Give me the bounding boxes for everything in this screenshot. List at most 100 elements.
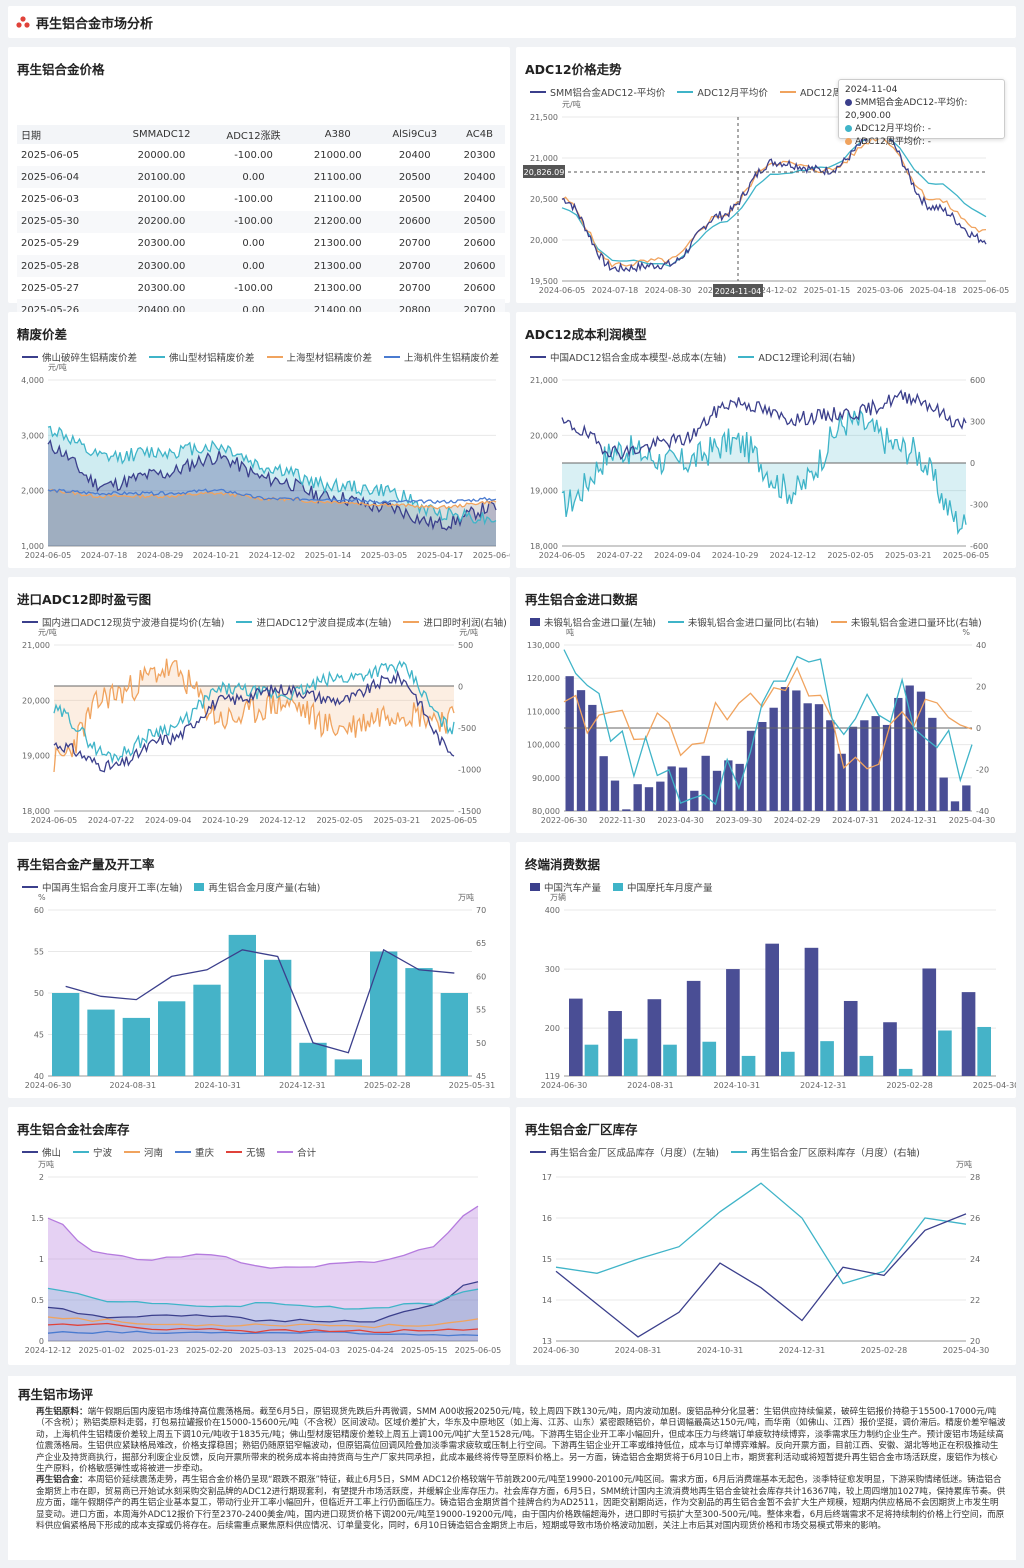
legend-item[interactable]: 再生铝合金月度产量(右轴) <box>194 880 320 894</box>
legend-item[interactable]: 国内进口ADC12现货宁波港自提均价(左轴) <box>22 615 224 629</box>
y-tick-label: 119 <box>545 1072 560 1081</box>
y-tick-label: 21,000 <box>530 376 558 385</box>
y-tick-label: 18,000 <box>530 542 558 551</box>
y-tick-label: 55 <box>34 948 44 957</box>
column-header[interactable]: ADC12涨跌 <box>206 125 297 144</box>
column-header[interactable]: A380 <box>296 125 376 144</box>
y2-tick-label: 45 <box>476 1072 486 1081</box>
import-profit-chart[interactable]: 元/吨 元/吨 18,000 19,000 20,000 21,000 2024-06-05… <box>8 577 510 833</box>
legend-item[interactable]: 河南 <box>124 1145 163 1159</box>
x-tick-label: 2024-07-18 <box>81 551 128 560</box>
legend-item[interactable]: 中国ADC12铝合金成本模型-总成本(左轴) <box>530 350 726 364</box>
legend-label: ADC12月平均价 <box>697 88 768 99</box>
x-tick-label: 2024-07-18 <box>592 286 639 295</box>
legend: 佛山 宁波 河南 重庆 无锡 合计 <box>22 1145 316 1159</box>
axis-unit: 元/吨 <box>38 627 57 637</box>
crosshair-date: 2024-11-04 <box>715 287 762 296</box>
legend-item[interactable]: ADC12理论利润(右轴) <box>738 350 855 364</box>
series-line <box>47 1330 479 1337</box>
series-area <box>48 426 496 546</box>
legend-item[interactable]: 上海机件生铝精废价差 <box>384 350 499 364</box>
table-cell: 20500 <box>450 210 505 233</box>
legend-item[interactable]: 未锻轧铝合金进口量同比(右轴) <box>667 615 819 629</box>
legend-item[interactable]: 中国汽车产量 <box>530 880 601 894</box>
column-header[interactable]: SMMADC12 <box>112 125 207 144</box>
import-data-chart[interactable]: 吨 % 80,000 90,000 100,000 110,000 120,000 130,0… <box>516 577 1016 833</box>
price-table-panel: 再生铝合金价格 日期 SMMADC12 ADC12涨跌 A380 AlSi9Cu3 AC4… <box>8 47 510 338</box>
x-tick-label: 2024-06-05 <box>539 286 586 295</box>
y-tick-label: 100,000 <box>527 741 560 750</box>
x-tick-label: 2024-08-31 <box>615 1346 662 1355</box>
x-tick-label: 2025-02-05 <box>316 816 363 825</box>
tooltip-line-1: SMM铝合金ADC12-平均价: 20,900.00 <box>845 98 968 121</box>
bar <box>565 676 574 811</box>
column-header[interactable]: 日期 <box>17 125 113 144</box>
table-cell: 20100.00 <box>112 166 207 189</box>
table-cell: 20600 <box>450 254 505 278</box>
legend-item[interactable]: 再生铝合金厂区原料库存（月度）(右轴) <box>730 1145 920 1159</box>
bar <box>939 777 948 811</box>
price-table: 日期 SMMADC12 ADC12涨跌 A380 AlSi9Cu3 AC4B 2025-0… <box>17 125 505 344</box>
legend-label: 中国摩托车月度产量 <box>627 883 713 894</box>
scrap-spread-chart[interactable]: 元/吨 1,000 2,000 3,000 4,000 2024-06-05 2024-07… <box>8 312 510 568</box>
production-chart[interactable]: % 万吨 40 45 50 55 60 2024-06-30 2024-08-31 2024-10… <box>8 842 510 1098</box>
legend-item[interactable]: 进口ADC12宁波自提成本(左轴) <box>236 615 391 629</box>
plant-inventory-chart[interactable]: 万吨 13 14 15 16 17 2024-06-30 2024-08-31 2024-10-… <box>516 1107 1016 1365</box>
table-row: 2025-05-30 20200.00 -100.00 21200.00 20600 20… <box>17 210 505 233</box>
legend-item[interactable]: SMM铝合金ADC12-平均价 <box>530 85 665 99</box>
legend-item[interactable]: 重庆 <box>175 1145 214 1159</box>
legend-item[interactable]: 宁波 <box>73 1145 112 1159</box>
column-header[interactable]: AC4B <box>450 125 505 144</box>
legend-item[interactable]: 佛山 <box>22 1145 61 1159</box>
table-cell: 20300.00 <box>112 254 207 278</box>
legend-item[interactable]: ADC12周平均价 <box>779 85 870 99</box>
x-tick-label: 2025-06-05 <box>963 286 1010 295</box>
legend-item[interactable]: 合计 <box>277 1145 316 1159</box>
social-inventory-chart[interactable]: 万吨 0 0.5 1 1.5 2 2024-12-12 2025-01-02 2025-01-2… <box>8 1107 510 1365</box>
legend-item[interactable]: 佛山破碎生铝精废价差 <box>22 350 137 364</box>
legend: SMM铝合金ADC12-平均价 ADC12月平均价 ADC12周平均价 <box>530 85 870 99</box>
legend-marker <box>236 621 253 623</box>
legend-marker <box>22 621 38 623</box>
legend-marker <box>384 356 401 358</box>
panel-title: 终端消费数据 <box>525 857 601 872</box>
table-cell: 20600 <box>463 238 496 250</box>
adc12-trend-chart[interactable]: 元/吨 19,500 20,000 20,500 21,000 21,500 2024-06… <box>516 47 1016 303</box>
bar-moto <box>977 1026 991 1076</box>
cost-profit-chart[interactable]: 18,000 19,000 20,000 21,000 2024-06-05 2024-0… <box>516 312 1016 568</box>
x-tick-label: 2024-02-29 <box>774 816 821 825</box>
column-header[interactable]: AlSi9Cu3 <box>375 125 451 144</box>
bar-auto <box>608 1011 622 1076</box>
legend-item[interactable]: 未锻轧铝合金进口量(左轴) <box>530 615 656 629</box>
legend-marker <box>22 886 38 888</box>
legend-item[interactable]: 中国摩托车月度产量 <box>613 880 713 894</box>
legend-item[interactable]: 中国再生铝合金月度开工率(左轴) <box>22 880 182 894</box>
x-tick-label: 2025-04-24 <box>347 1346 394 1355</box>
profit-area <box>562 410 966 533</box>
legend-item[interactable]: 佛山型材铝精废价差 <box>149 350 255 364</box>
tooltip-line-2: ADC12月平均价: - <box>855 124 931 134</box>
legend-item[interactable]: 上海型材铝精废价差 <box>266 350 372 364</box>
axis-unit: % <box>962 628 970 637</box>
series-area <box>48 440 496 546</box>
legend-item[interactable]: ADC12月平均价 <box>677 85 768 99</box>
consumption-chart[interactable]: 万辆 119 200 300 400 2024-06-30 2024-08-31 2024-1… <box>516 842 1016 1098</box>
bar <box>950 801 960 811</box>
bar <box>228 934 256 1076</box>
bar-moto <box>781 1051 795 1076</box>
legend-item[interactable]: 未锻轧铝合金进口量环比(右轴) <box>830 615 982 629</box>
bar <box>264 959 292 1076</box>
legend-item[interactable]: 再生铝合金厂区成品库存（月度）(左轴) <box>530 1145 719 1159</box>
legend-item[interactable]: 无锡 <box>226 1145 265 1159</box>
y2-tick-label: 28 <box>970 1173 980 1182</box>
y-tick-label: 19,000 <box>530 487 558 496</box>
x-tick-label: 2024-12-31 <box>779 1346 826 1355</box>
bar <box>656 781 665 811</box>
table-row: 2025-06-04 20100.00 0.00 21100.00 20500 20400 <box>17 166 505 189</box>
table-cell: 20300 <box>463 149 496 161</box>
legend-item[interactable]: 进口即时利润(右轴) <box>403 615 507 629</box>
y-tick-label: 90,000 <box>532 774 560 783</box>
bar <box>769 707 778 811</box>
table-cell: 20400 <box>463 193 496 205</box>
x-tick-label: 2024-12-12 <box>770 551 817 560</box>
